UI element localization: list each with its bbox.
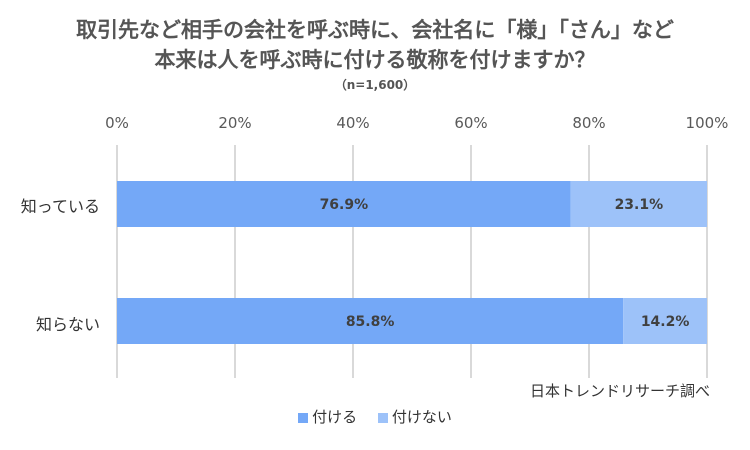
legend: 付ける 付けない xyxy=(0,406,750,427)
legend-swatch-not-attach xyxy=(377,412,388,423)
data-label-knowing-attach: 76.9% xyxy=(320,197,369,213)
chart-title-line-2: 本来は人を呼ぶ時に付ける敬称を付けますか？ xyxy=(154,48,596,72)
category-label-not-knowing: 知らない xyxy=(35,315,100,334)
x-tick-label-80: 80% xyxy=(572,114,605,132)
data-label-knowing-not-attach: 23.1% xyxy=(615,197,664,213)
x-tick-label-0: 0% xyxy=(105,114,129,132)
chart-title-line-1: 取引先など相手の会社を呼ぶ時に、会社名に「様」「さん」など xyxy=(76,18,674,42)
legend-label-attach: 付ける xyxy=(312,408,358,426)
bar-not-knowing-attach xyxy=(117,298,624,344)
legend-item-not-attach: 付けない xyxy=(377,406,452,427)
source-note: 日本トレンドリサーチ調べ xyxy=(529,382,710,400)
x-tick-label-100: 100% xyxy=(686,114,729,132)
data-label-not-knowing-attach: 85.8% xyxy=(346,314,395,330)
legend-swatch-attach xyxy=(298,412,309,423)
bar-knowing-attach xyxy=(117,181,571,227)
bar-knowing-not-attach xyxy=(570,181,707,227)
bar-not-knowing-not-attach xyxy=(623,298,707,344)
legend-item-attach: 付ける xyxy=(298,406,357,427)
legend-label-not-attach: 付けない xyxy=(391,408,452,426)
x-tick-label-60: 60% xyxy=(454,114,487,132)
x-tick-label-20: 20% xyxy=(218,114,251,132)
x-tick-label-40: 40% xyxy=(336,114,369,132)
data-label-not-knowing-not-attach: 14.2% xyxy=(641,314,690,330)
chart-subtitle: （n=1,600） xyxy=(334,78,416,92)
category-label-knowing: 知っている xyxy=(20,197,100,216)
